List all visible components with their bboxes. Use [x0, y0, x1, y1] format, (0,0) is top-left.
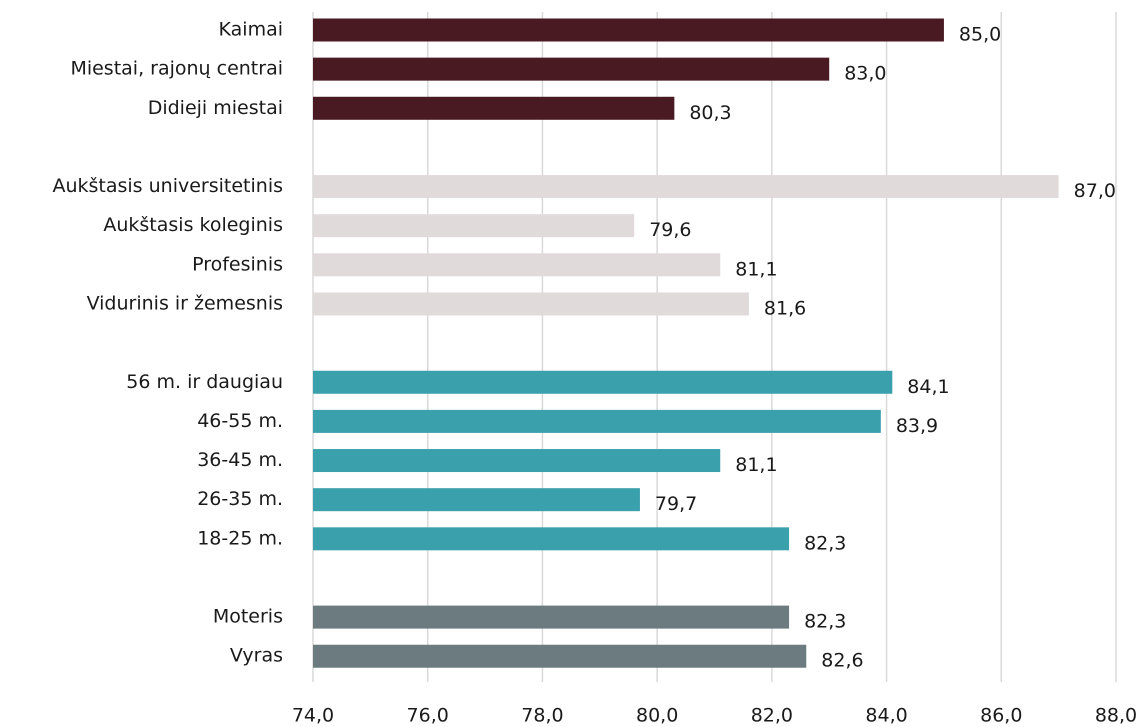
category-label: 26-35 m.	[197, 488, 283, 510]
value-label: 79,7	[655, 493, 697, 515]
category-label: 18-25 m.	[197, 527, 283, 549]
bar	[313, 370, 893, 394]
x-tick-label: 76,0	[407, 705, 449, 727]
bar	[313, 175, 1059, 199]
category-label: 46-55 m.	[197, 410, 283, 432]
category-label: Miestai, rajonų centrai	[70, 58, 283, 80]
bar	[313, 644, 807, 668]
bar	[313, 214, 635, 238]
value-label: 81,1	[735, 454, 777, 476]
x-tick-label: 78,0	[521, 705, 563, 727]
value-label: 83,9	[896, 415, 938, 437]
category-label: Moteris	[213, 606, 283, 628]
bar	[313, 605, 790, 629]
value-label: 83,0	[844, 63, 886, 85]
x-tick-label: 80,0	[636, 705, 678, 727]
value-label: 82,6	[821, 650, 863, 672]
value-label: 85,0	[959, 24, 1001, 46]
value-label: 84,1	[907, 376, 949, 398]
x-tick-label: 74,0	[292, 705, 334, 727]
value-label: 80,3	[689, 102, 731, 124]
bar	[313, 449, 721, 473]
bar	[313, 18, 944, 42]
category-label: Kaimai	[219, 19, 283, 41]
category-label: Aukštasis universitetinis	[52, 175, 283, 197]
x-tick-label: 84,0	[865, 705, 907, 727]
category-label: Vyras	[230, 645, 283, 667]
x-tick-label: 86,0	[980, 705, 1022, 727]
value-label: 82,3	[804, 611, 846, 633]
x-tick-label: 82,0	[751, 705, 793, 727]
value-label: 79,6	[649, 219, 691, 241]
category-label: 36-45 m.	[197, 449, 283, 471]
category-label: Vidurinis ir žemesnis	[87, 292, 283, 314]
value-label: 82,3	[804, 532, 846, 554]
category-label: 56 m. ir daugiau	[126, 371, 283, 393]
x-tick-label: 88,0	[1095, 705, 1137, 727]
bar	[313, 253, 721, 277]
value-label: 81,1	[735, 258, 777, 280]
bar	[313, 409, 881, 433]
value-label: 87,0	[1074, 180, 1116, 202]
bar	[313, 292, 749, 316]
value-label: 81,6	[764, 297, 806, 319]
bar	[313, 96, 675, 120]
category-label: Profesinis	[192, 253, 283, 275]
bar	[313, 57, 830, 81]
bar	[313, 488, 640, 512]
category-label: Aukštasis koleginis	[103, 214, 283, 236]
bar	[313, 527, 790, 551]
category-label: Didieji miestai	[148, 97, 283, 119]
